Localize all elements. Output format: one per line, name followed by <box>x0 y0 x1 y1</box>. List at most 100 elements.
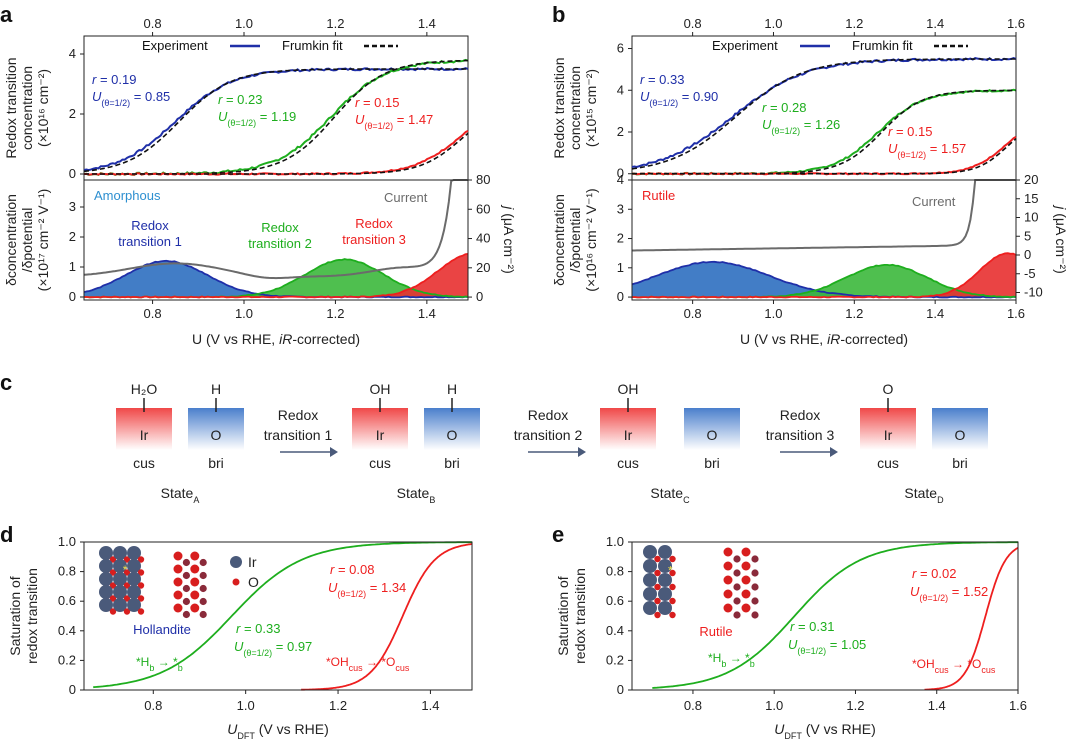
top-x-tick-label: 1.0 <box>764 16 782 31</box>
ir-atom <box>99 598 113 612</box>
y-tick-label: 2 <box>617 124 624 139</box>
transition-arrowhead <box>578 447 586 457</box>
ir-atom <box>99 546 113 560</box>
series-3-fit <box>84 132 469 175</box>
process-label-1-part: * <box>745 651 750 665</box>
o-atom <box>123 595 131 602</box>
x-axis-label: U (V vs RHE, iR-corrected) <box>740 331 908 347</box>
current-trace <box>632 179 1016 252</box>
y-tick-label: 6 <box>617 41 624 56</box>
process-label-2: *OHcus → *Ocus <box>912 657 996 675</box>
right-y-axis-label-part: j <box>1053 204 1069 210</box>
annotation-u-1-part: (θ=1/2) <box>243 648 272 658</box>
o-atom <box>741 561 751 571</box>
x-axis-label-part: U (V vs RHE, <box>740 331 827 347</box>
legend-ir-label: Ir <box>248 554 257 570</box>
x-axis-label-part: DFT <box>237 731 255 741</box>
process-label-1-part: b <box>750 659 755 669</box>
saturation-curve-1 <box>652 541 1018 689</box>
o-atom <box>199 558 207 567</box>
series-3-experiment <box>83 130 469 176</box>
ir-atom <box>643 545 657 559</box>
process-label-2-part: cus <box>935 665 950 675</box>
annotation-r-1-part: r <box>790 619 795 634</box>
o-atom <box>190 564 200 574</box>
annotation-r-3-part: = 0.15 <box>359 95 399 110</box>
bri-adsorbate: H <box>447 381 457 397</box>
arrow-label-3: Redox <box>780 407 820 423</box>
peak-line-3 <box>631 252 1017 299</box>
active-site-star: * <box>668 563 673 577</box>
y-tick-label: 0 <box>617 289 624 304</box>
bri-site-block <box>188 408 244 450</box>
annotation-u-1-part: (θ=1/2) <box>101 98 130 108</box>
top-x-tick-label: 1.0 <box>235 16 253 31</box>
o-atom <box>723 575 733 585</box>
ir-atom <box>658 587 672 601</box>
o-atom <box>123 582 131 589</box>
annotation-r-3-part: r <box>355 95 360 110</box>
y-axis-label: /δpotential <box>567 208 583 273</box>
o-atom <box>173 551 183 561</box>
ir-label: Ir <box>140 427 149 443</box>
ir-atom <box>113 546 127 560</box>
annotation-u-2-part: (θ=1/2) <box>227 118 256 128</box>
state-label: StateD <box>904 485 944 505</box>
y-tick-label: 2 <box>617 231 624 246</box>
annotation-u-2-part: = 1.26 <box>800 117 840 132</box>
o-atom <box>733 555 741 563</box>
right-y-tick-label: 10 <box>1024 210 1038 225</box>
x-axis-label-part: U <box>774 721 785 737</box>
o-atom <box>669 583 676 591</box>
process-label-2: *OHcus → *Ocus <box>326 655 410 673</box>
o-atom <box>654 569 661 577</box>
cus-label: cus <box>369 455 391 471</box>
annotation-r-2-part: r <box>330 562 335 577</box>
annotation-u-2-part: (θ=1/2) <box>919 593 948 603</box>
ir-atom <box>127 559 141 573</box>
annotation-r-1-part: r <box>236 621 241 636</box>
x-axis-label-part: U <box>227 721 238 737</box>
o-atom <box>173 577 183 587</box>
annotation-u-2-part: U <box>328 580 338 595</box>
annotation-u-3: U(θ=1/2) = 1.47 <box>355 112 433 131</box>
o-label: O <box>447 427 458 443</box>
right-y-axis-label-part: (μA cm⁻²) <box>1053 209 1069 273</box>
y-tick-label: 0.2 <box>58 652 76 667</box>
state-label-part: State <box>650 485 683 501</box>
o-atom <box>751 597 759 605</box>
cus-adsorbate: O <box>883 381 894 397</box>
o-atom <box>137 569 145 576</box>
x-tick-label: 1.6 <box>1007 306 1025 321</box>
top-x-tick-label: 1.6 <box>1007 16 1025 31</box>
x-tick-label: 0.8 <box>684 698 702 713</box>
panel-label-e: e <box>552 522 564 547</box>
o-atom <box>123 556 131 563</box>
annotation-u-2: U(θ=1/2) = 1.26 <box>762 117 840 136</box>
annotation-u-1: U(θ=1/2) = 0.90 <box>640 89 718 108</box>
bri-label: bri <box>704 455 720 471</box>
o-atom <box>173 603 183 613</box>
right-y-tick-label: 0 <box>476 289 483 304</box>
o-atom <box>741 603 751 613</box>
o-atom <box>751 555 759 563</box>
y-axis-label: redox transition <box>572 568 588 664</box>
ir-atom <box>127 572 141 586</box>
cus-adsorbate: OH <box>370 381 391 397</box>
y-axis-label: concentration <box>567 66 583 150</box>
cus-label: cus <box>617 455 639 471</box>
arrow-label-2: Redox <box>528 407 568 423</box>
transition-arrowhead <box>830 447 838 457</box>
plot-frame <box>83 179 469 301</box>
x-tick-label: 1.0 <box>237 698 255 713</box>
y-tick-label: 1 <box>617 260 624 275</box>
ir-atom <box>658 573 672 587</box>
ir-atom <box>127 598 141 612</box>
annotation-u-2-part: (θ=1/2) <box>771 126 800 136</box>
x-axis-label: UDFT (V vs RHE) <box>227 721 329 741</box>
series-1-fit <box>631 58 1016 170</box>
annotation-r-2: r = 0.28 <box>762 100 806 115</box>
panel-label-a: a <box>0 2 13 27</box>
y-axis-label: (×10¹⁷ cm⁻² V⁻¹) <box>35 189 51 292</box>
y-axis-label: (×10¹⁶ cm⁻² V⁻¹) <box>583 188 599 291</box>
